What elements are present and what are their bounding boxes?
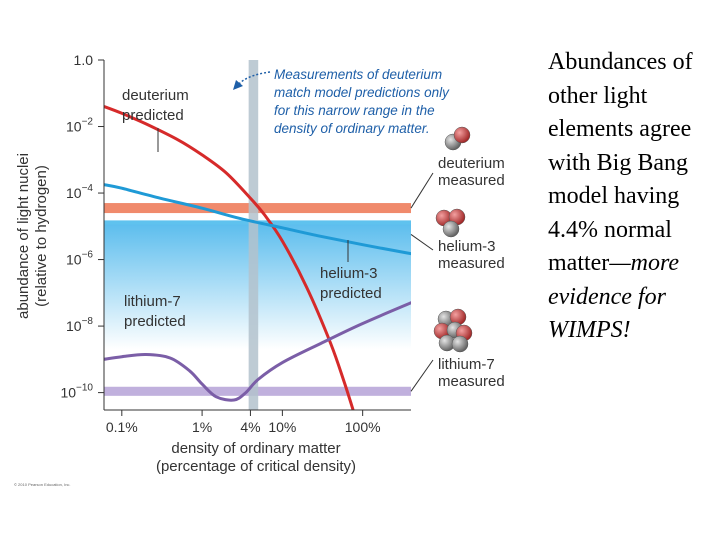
lithium-7-nucleus-nucleon-6 bbox=[451, 335, 469, 353]
measured-label-helium-3-1: measured bbox=[438, 255, 505, 272]
leader-deuterium-measured bbox=[410, 172, 434, 209]
leader-helium-3-measured bbox=[410, 234, 434, 251]
predicted-label-deuterium-0: deuterium bbox=[122, 87, 189, 104]
caption-emphasis: —more evidence for WIMPS! bbox=[548, 250, 680, 343]
annotation-line-3: density of ordinary matter. bbox=[274, 121, 430, 136]
predicted-label-lithium-7-1: predicted bbox=[124, 313, 186, 330]
measured-label-lithium-7-1: measured bbox=[438, 373, 505, 390]
series-helium-3-line bbox=[104, 183, 411, 256]
y-tick-label-2: 10−4 bbox=[66, 183, 93, 201]
lithium-7-nucleus bbox=[433, 308, 473, 353]
measured-label-helium-3-0: helium-3 bbox=[438, 238, 496, 255]
series-lithium-7-line bbox=[104, 301, 411, 402]
x-axis-label-0: density of ordinary matter bbox=[171, 440, 340, 457]
series-deuterium-line bbox=[104, 105, 355, 410]
deuterium-nucleus bbox=[444, 126, 471, 151]
deuterium-nucleus-nucleon-1 bbox=[453, 126, 471, 144]
y-tick-label-0: 1.0 bbox=[74, 52, 94, 68]
measured-label-deuterium-0: deuterium bbox=[438, 155, 505, 172]
annotation-line-1: match model predictions only bbox=[274, 85, 450, 100]
predicted-label-lithium-7-0: lithium-7 bbox=[124, 293, 181, 310]
y-axis-label-0: abundance of light nuclei bbox=[15, 153, 32, 319]
annotation-arrowhead bbox=[233, 80, 243, 90]
copyright-text: © 2010 Pearson Education, Inc. bbox=[14, 482, 71, 487]
caption: Abundances of other light elements agree… bbox=[548, 46, 716, 348]
y-tick-label-3: 10−6 bbox=[66, 250, 93, 268]
measured-label-deuterium-1: measured bbox=[438, 172, 505, 189]
y-axis-label-1: (relative to hydrogen) bbox=[33, 165, 50, 307]
predicted-label-deuterium-1: predicted bbox=[122, 107, 184, 124]
measured-label-lithium-7-0: lithium-7 bbox=[438, 356, 495, 373]
y-tick-label-5: 10−10 bbox=[60, 383, 93, 401]
x-tick-label-3: 10% bbox=[268, 419, 296, 435]
density-band bbox=[248, 60, 259, 410]
x-tick-label-0: 0.1% bbox=[106, 419, 138, 435]
predicted-label-helium-3-1: predicted bbox=[320, 285, 382, 302]
y-tick-label-4: 10−8 bbox=[66, 316, 93, 334]
x-tick-label-4: 100% bbox=[345, 419, 381, 435]
y-tick-label-1: 10−2 bbox=[66, 117, 93, 135]
x-tick-label-1: 1% bbox=[192, 419, 212, 435]
predicted-label-helium-3-0: helium-3 bbox=[320, 265, 378, 282]
helium-3-nucleus-nucleon-2 bbox=[442, 220, 460, 238]
leader-lithium-7-measured bbox=[410, 359, 434, 392]
x-tick-label-2: 4% bbox=[240, 419, 260, 435]
x-axis-label-1: (percentage of critical density) bbox=[156, 458, 356, 475]
helium-3-nucleus bbox=[435, 208, 466, 238]
annotation-line-0: Measurements of deuterium bbox=[274, 67, 442, 82]
annotation-line-2: for this narrow range in the bbox=[274, 103, 435, 118]
caption-text: Abundances of other light elements agree… bbox=[548, 49, 693, 276]
